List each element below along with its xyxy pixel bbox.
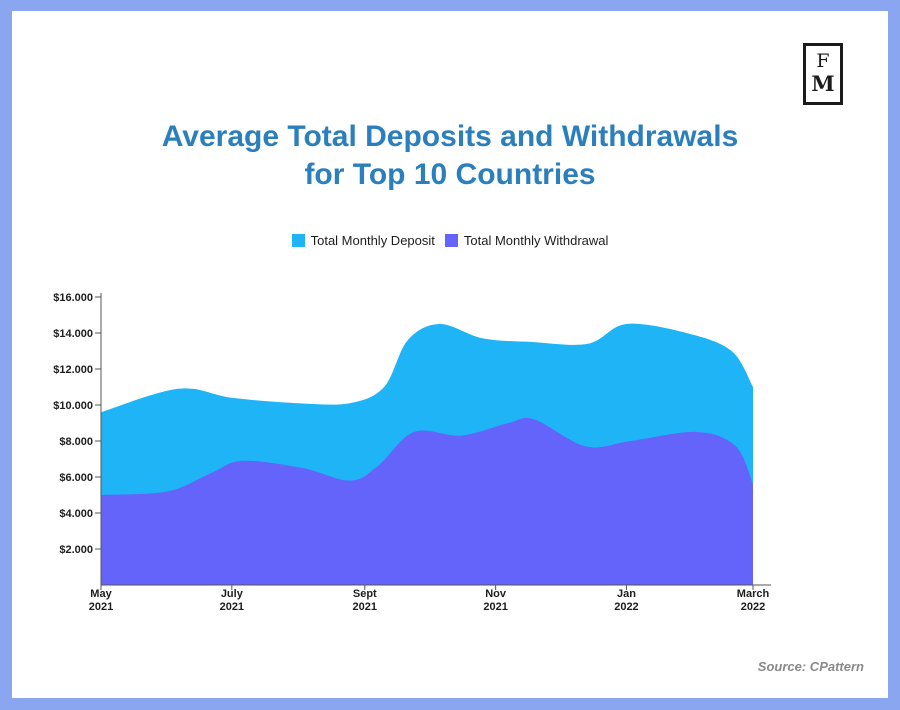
legend-label-deposit: Total Monthly Deposit <box>310 233 435 248</box>
y-tick-label: $12.000 <box>53 364 93 376</box>
logo-letter-f: F <box>816 50 830 72</box>
x-tick-label-month: Sept <box>353 588 377 600</box>
x-tick-label-month: Nov <box>485 588 507 600</box>
logo-letter-m: M <box>811 71 835 96</box>
x-tick-label-month: May <box>90 588 112 600</box>
x-tick-label-month: July <box>221 588 244 600</box>
legend-item-withdrawal: Total Monthly Withdrawal <box>444 233 609 248</box>
x-tick-label-year: 2022 <box>614 601 638 613</box>
y-tick-label: $8.000 <box>59 436 93 448</box>
x-tick-label-year: 2022 <box>741 601 765 613</box>
x-tick-label-year: 2021 <box>220 601 244 613</box>
x-tick-label-year: 2021 <box>483 601 507 613</box>
y-tick-label: $2.000 <box>59 544 93 556</box>
y-tick-label: $6.000 <box>59 472 93 484</box>
x-tick-label: Sept 2021 <box>353 588 377 613</box>
legend-item-deposit: Total Monthly Deposit <box>291 233 435 248</box>
legend-label-withdrawal: Total Monthly Withdrawal <box>463 233 609 248</box>
x-tick-label-year: 2021 <box>89 601 113 613</box>
brand-logo: F M <box>803 43 843 105</box>
y-tick-label: $4.000 <box>59 508 93 520</box>
x-tick-label: May 2021 <box>89 588 113 613</box>
legend-swatch-deposit <box>291 234 305 247</box>
legend-swatch-withdrawal <box>444 234 458 247</box>
x-tick-label: Jan 2022 <box>614 588 638 613</box>
x-tick-label-month: March <box>737 588 770 600</box>
y-tick-label: $14.000 <box>53 328 93 340</box>
chart-title-line-1: Average Total Deposits and Withdrawals <box>161 120 739 153</box>
chart-title-line-2: for Top 10 Countries <box>304 158 596 191</box>
y-tick-label: $16.000 <box>53 292 93 304</box>
chart-title: Average Total Deposits and Withdrawals f… <box>0 118 900 194</box>
area-withdrawal <box>101 417 753 585</box>
y-tick-label: $10.000 <box>53 400 93 412</box>
chart-legend: Total Monthly Deposit Total Monthly With… <box>0 233 900 248</box>
x-tick-label: March 2022 <box>737 588 770 613</box>
x-tick-label-year: 2021 <box>353 601 377 613</box>
source-note: Source: CPattern <box>757 659 864 674</box>
x-tick-label: Nov 2021 <box>483 588 507 613</box>
x-tick-label-month: Jan <box>617 588 636 600</box>
x-tick-label: July 2021 <box>220 588 244 613</box>
